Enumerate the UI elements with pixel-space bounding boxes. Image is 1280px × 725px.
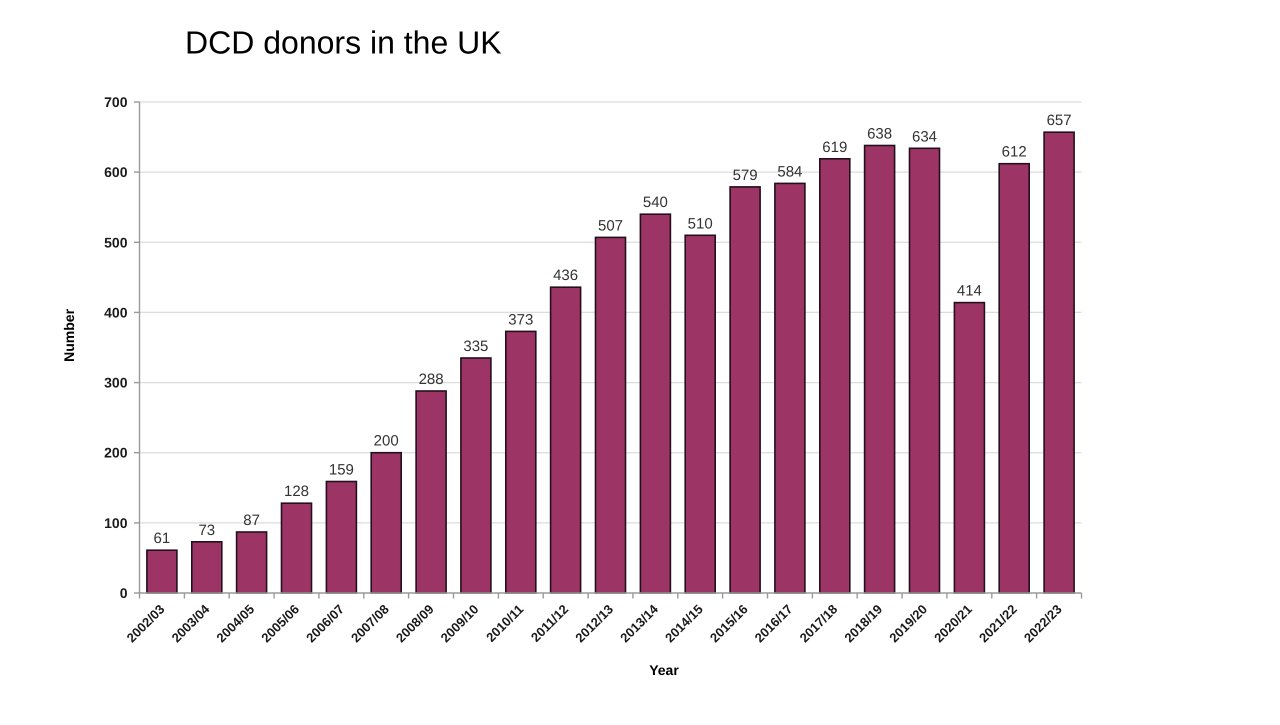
svg-text:612: 612 <box>1002 144 1027 161</box>
svg-text:657: 657 <box>1047 112 1072 129</box>
svg-text:2016/17: 2016/17 <box>752 602 796 646</box>
svg-text:87: 87 <box>243 512 260 529</box>
svg-text:200: 200 <box>104 445 128 461</box>
svg-text:2022/23: 2022/23 <box>1021 602 1065 646</box>
svg-text:579: 579 <box>733 167 758 184</box>
svg-text:2006/07: 2006/07 <box>303 602 347 646</box>
svg-text:436: 436 <box>553 267 578 284</box>
svg-text:619: 619 <box>822 139 847 156</box>
svg-text:335: 335 <box>463 338 488 355</box>
svg-text:2003/04: 2003/04 <box>169 601 213 645</box>
svg-text:414: 414 <box>957 283 982 300</box>
svg-text:300: 300 <box>104 375 128 391</box>
svg-text:288: 288 <box>419 371 444 388</box>
svg-text:0: 0 <box>120 585 128 601</box>
svg-text:2005/06: 2005/06 <box>258 602 302 646</box>
svg-text:2011/12: 2011/12 <box>528 602 571 645</box>
svg-text:159: 159 <box>329 462 354 479</box>
svg-text:600: 600 <box>104 164 128 180</box>
svg-text:634: 634 <box>912 128 937 145</box>
svg-text:2018/19: 2018/19 <box>841 602 885 646</box>
svg-text:638: 638 <box>867 126 892 143</box>
svg-text:700: 700 <box>104 94 128 110</box>
svg-text:DCD donors in the UK: DCD donors in the UK <box>185 25 502 61</box>
svg-text:2004/05: 2004/05 <box>213 602 257 646</box>
svg-text:2007/08: 2007/08 <box>348 602 392 646</box>
svg-text:73: 73 <box>198 522 215 539</box>
svg-text:128: 128 <box>284 483 309 500</box>
svg-text:200: 200 <box>374 433 399 450</box>
svg-text:2010/11: 2010/11 <box>483 602 526 645</box>
svg-text:2008/09: 2008/09 <box>393 602 437 646</box>
svg-text:2020/21: 2020/21 <box>931 602 975 646</box>
svg-text:2009/10: 2009/10 <box>438 602 482 646</box>
svg-text:2017/18: 2017/18 <box>797 602 841 646</box>
svg-text:510: 510 <box>688 215 713 232</box>
svg-text:507: 507 <box>598 217 623 234</box>
svg-text:Number: Number <box>61 308 77 361</box>
svg-text:500: 500 <box>104 234 128 250</box>
svg-text:2021/22: 2021/22 <box>976 602 1020 646</box>
svg-text:540: 540 <box>643 194 668 211</box>
svg-text:2012/13: 2012/13 <box>572 602 616 646</box>
svg-text:400: 400 <box>104 304 128 320</box>
svg-text:2019/20: 2019/20 <box>886 602 930 646</box>
svg-text:2013/14: 2013/14 <box>617 601 661 645</box>
svg-text:584: 584 <box>777 163 802 180</box>
svg-text:100: 100 <box>104 515 128 531</box>
svg-text:2002/03: 2002/03 <box>124 602 168 646</box>
svg-text:Year: Year <box>649 662 679 678</box>
svg-text:373: 373 <box>508 311 533 328</box>
svg-text:2015/16: 2015/16 <box>707 602 751 646</box>
svg-text:2014/15: 2014/15 <box>662 602 706 646</box>
svg-text:61: 61 <box>154 530 171 547</box>
